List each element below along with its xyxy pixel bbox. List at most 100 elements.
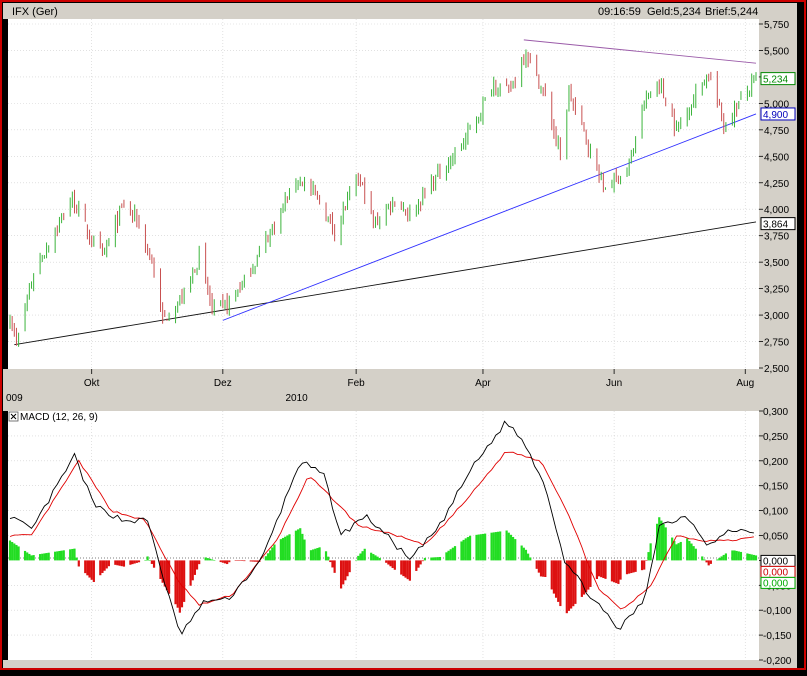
histogram-bar	[324, 551, 328, 561]
histogram-bar	[731, 550, 734, 561]
histogram-bar	[660, 520, 663, 561]
histogram-bar	[219, 560, 222, 563]
histogram-bar	[585, 560, 588, 593]
histogram-bar	[54, 551, 57, 561]
trendline[interactable]	[14, 221, 757, 346]
price-tick-label: 3,750	[764, 232, 789, 243]
histogram-bar	[529, 557, 532, 561]
histogram-bar	[625, 560, 629, 575]
histogram-bar	[677, 543, 680, 561]
histogram-bar	[122, 560, 126, 567]
histogram-bar	[90, 560, 93, 580]
trendline[interactable]	[523, 39, 757, 64]
histogram-bar	[404, 560, 407, 578]
histogram-bar	[348, 560, 351, 573]
histogram-bar	[628, 560, 631, 574]
histogram-bar	[183, 560, 186, 602]
histogram-bar	[359, 553, 362, 561]
price-gridlines	[8, 19, 759, 369]
histogram-bar	[301, 533, 304, 561]
quote-ask: Brief:5,244	[705, 6, 758, 18]
histogram-bar	[105, 560, 108, 569]
histogram-bar	[271, 547, 274, 561]
price-plot-area[interactable]	[8, 19, 759, 369]
histogram-bar	[686, 538, 689, 561]
histogram-bar	[11, 541, 14, 561]
histogram-bar	[438, 556, 442, 561]
histogram-bar	[572, 560, 575, 607]
date-tick-label: Dez	[214, 378, 232, 389]
panel-separator[interactable]	[3, 405, 797, 411]
histogram-bar	[595, 560, 599, 579]
histogram-bar	[77, 560, 80, 567]
histogram-bar	[733, 550, 736, 561]
price-tick-label: 4,500	[764, 152, 789, 163]
macd-tick-label: 0,100	[763, 507, 788, 518]
histogram-bar	[28, 553, 31, 561]
date-axis-panel	[3, 369, 797, 405]
histogram-bar	[251, 560, 255, 562]
symbol-title: IFX (Ger)	[12, 6, 58, 18]
histogram-bar	[372, 554, 375, 561]
histogram-bar	[26, 552, 29, 561]
histogram-bar	[45, 553, 48, 561]
macd-axis-panel	[759, 409, 797, 662]
year-label: 2010	[285, 393, 308, 404]
price-tick-label: 3,500	[764, 258, 789, 269]
price-label-text: 4,900	[763, 110, 788, 121]
macd-tick-label: -0,150	[763, 631, 792, 642]
histogram-bar	[208, 558, 212, 561]
histogram-bar	[447, 550, 450, 561]
macd-tick-label: 0,150	[763, 482, 788, 493]
histogram-bar	[241, 560, 244, 561]
price-label-box	[760, 107, 796, 121]
histogram-bar	[460, 541, 463, 561]
histogram-bar	[675, 544, 678, 561]
histogram-bar	[189, 560, 192, 586]
histogram-bar	[178, 560, 181, 613]
histogram-bar	[71, 548, 74, 561]
histogram-bar	[346, 560, 349, 577]
histogram-bar	[574, 560, 577, 604]
histogram-bar	[38, 554, 42, 561]
histogram-bar	[408, 560, 411, 581]
histogram-bar	[464, 538, 467, 561]
histogram-bar	[43, 553, 46, 561]
histogram-bar	[355, 559, 358, 561]
histogram-bar	[645, 560, 648, 561]
histogram-bar	[69, 549, 72, 561]
histogram-bar	[393, 560, 396, 570]
histogram-bar	[180, 560, 184, 608]
histogram-bar	[213, 560, 216, 561]
histogram-bar	[707, 560, 710, 566]
histogram-bar	[559, 560, 562, 607]
histogram-bar	[522, 547, 525, 561]
histogram-bar	[662, 524, 665, 561]
histogram-bar	[249, 560, 252, 562]
price-tick-label: 2,750	[764, 338, 789, 349]
histogram-bar	[316, 548, 319, 561]
histogram-bar	[492, 532, 495, 561]
histogram-bar	[535, 560, 538, 569]
histogram-bar	[421, 560, 424, 562]
trendline[interactable]	[222, 113, 757, 321]
histogram-bar	[580, 560, 583, 597]
histogram-bar	[617, 560, 620, 584]
histogram-bar	[103, 560, 106, 571]
histogram-bar	[118, 560, 121, 566]
histogram-bar	[701, 556, 704, 561]
histogram-bar	[47, 552, 50, 561]
histogram-bar	[228, 560, 231, 563]
histogram-bar	[490, 532, 493, 561]
histogram-bar	[634, 560, 637, 572]
histogram-bar	[120, 560, 123, 567]
price-tick-label: 5,750	[764, 20, 789, 31]
histogram-bar	[724, 553, 728, 561]
macd-tick-label: 0,250	[763, 432, 788, 443]
histogram-bar	[99, 560, 102, 576]
trendlines	[14, 39, 757, 346]
histogram-bar	[107, 560, 110, 567]
histogram-bar	[327, 556, 330, 561]
